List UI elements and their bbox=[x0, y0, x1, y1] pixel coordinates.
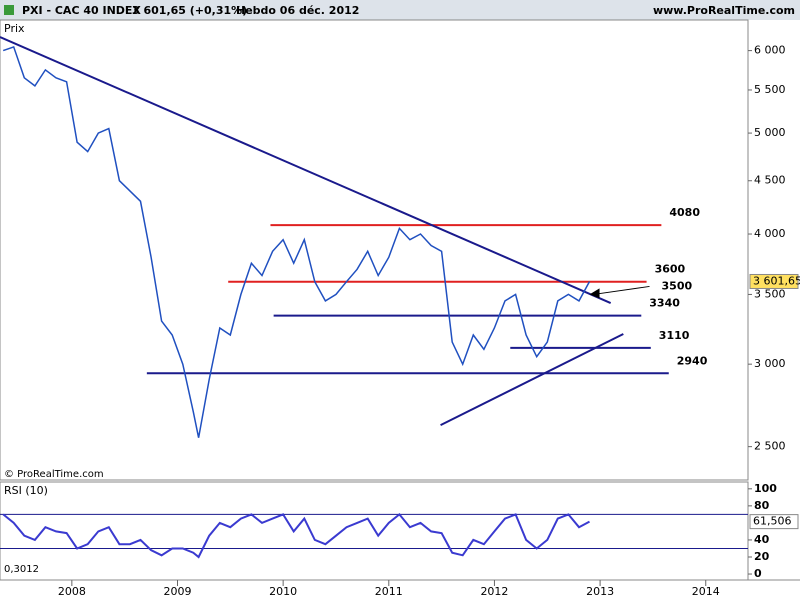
level-label: 2940 bbox=[677, 354, 708, 367]
x-tick-label: 2012 bbox=[480, 585, 508, 598]
level-label: 3340 bbox=[649, 297, 680, 310]
x-tick-label: 2008 bbox=[58, 585, 86, 598]
level-label: 3600 bbox=[655, 263, 686, 276]
price-panel bbox=[0, 19, 749, 481]
trend-line bbox=[0, 36, 612, 304]
last-value-label: 3 601,65 bbox=[753, 274, 800, 287]
copyright: © ProRealTime.com bbox=[4, 469, 104, 480]
trend-line bbox=[440, 333, 624, 426]
header-bar bbox=[0, 0, 800, 20]
y-tick-label: 100 bbox=[754, 482, 777, 495]
last-value-label: 61,506 bbox=[753, 515, 792, 528]
x-tick-label: 2011 bbox=[375, 585, 403, 598]
period: Hebdo 06 déc. 2012 bbox=[236, 4, 359, 17]
quote: 3 601,65 (+0,31%) bbox=[132, 4, 247, 17]
site[interactable]: www.ProRealTime.com bbox=[653, 4, 795, 17]
last-value-box bbox=[749, 273, 799, 289]
rsi-note: 0,3012 bbox=[4, 564, 39, 575]
symbol: PXI - CAC 40 INDEX bbox=[22, 4, 141, 17]
arrow bbox=[593, 285, 650, 295]
level-label: 3110 bbox=[659, 329, 690, 342]
y-tick-label: 0 bbox=[754, 567, 762, 580]
y-tick-label: 4 500 bbox=[754, 174, 786, 187]
x-tick-label: 2009 bbox=[163, 585, 191, 598]
y-tick-label: 4 000 bbox=[754, 227, 786, 240]
price-title: Prix bbox=[4, 22, 25, 35]
series-line bbox=[2, 513, 590, 559]
y-tick-label: 80 bbox=[754, 499, 770, 512]
x-tick-label: 2010 bbox=[269, 585, 297, 598]
level-label: 4080 bbox=[669, 206, 700, 219]
y-tick-label: 5 000 bbox=[754, 126, 786, 139]
x-tick-label: 2014 bbox=[692, 585, 720, 598]
y-tick-label: 40 bbox=[754, 533, 770, 546]
y-tick-label: 6 000 bbox=[754, 44, 786, 57]
y-tick-label: 3 500 bbox=[754, 287, 786, 300]
y-tick-label: 2 500 bbox=[754, 440, 786, 453]
last-value-box bbox=[749, 514, 799, 530]
logo bbox=[4, 5, 14, 15]
series-line bbox=[2, 45, 591, 438]
rsi-title: RSI (10) bbox=[4, 484, 48, 497]
y-tick-label: 5 500 bbox=[754, 83, 786, 96]
x-tick-label: 2013 bbox=[586, 585, 614, 598]
y-tick-label: 20 bbox=[754, 550, 770, 563]
arrow-head bbox=[589, 288, 600, 299]
arrow-label: 3500 bbox=[662, 279, 693, 292]
y-tick-label: 3 000 bbox=[754, 357, 786, 370]
